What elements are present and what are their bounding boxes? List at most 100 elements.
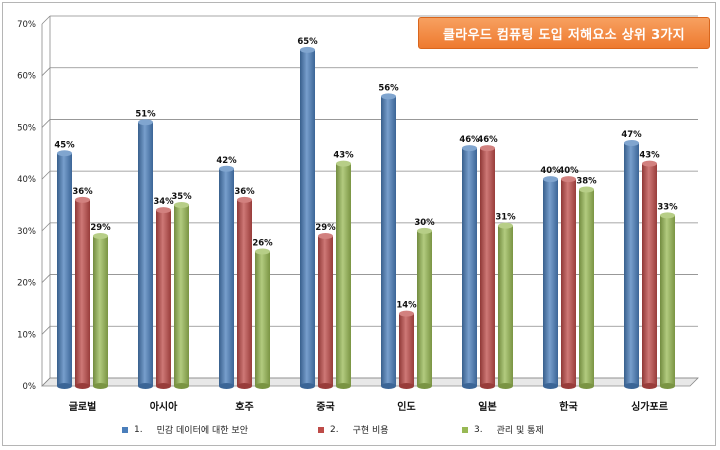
legend-item-management: 3. 관리 및 통제	[462, 423, 544, 436]
bar-top	[174, 202, 189, 208]
data-label: 46%	[459, 135, 480, 145]
x-tick-label: 한국	[559, 401, 577, 413]
bar-body	[300, 49, 315, 386]
label-layer: 0% 10% 20% 30% 40% 50% 60% 70% 글로벌 45% 36% 29% 아시아 51…	[17, 20, 678, 413]
data-label: 26%	[252, 239, 273, 249]
bar-base	[399, 383, 414, 389]
bar-security	[300, 46, 315, 389]
legend-swatch	[462, 426, 468, 433]
bar-base	[93, 383, 108, 389]
bar-base	[219, 383, 234, 389]
bar-top	[579, 186, 594, 193]
bar-base	[480, 383, 495, 389]
gridline-diagonal	[41, 119, 51, 128]
bar-cost	[75, 196, 90, 389]
data-label: 34%	[153, 197, 174, 207]
bar-top	[543, 176, 558, 183]
data-label: 31%	[495, 213, 516, 223]
bar-body	[543, 179, 558, 386]
bar-top	[381, 93, 396, 100]
y-tick-label: 40%	[17, 175, 36, 185]
bar-security	[57, 150, 72, 389]
legend-number: 1.	[134, 424, 143, 435]
bar-body	[93, 236, 108, 386]
bar-body	[138, 122, 153, 386]
bar-top	[480, 145, 495, 152]
bar-management	[93, 233, 108, 389]
bar-top	[624, 139, 639, 146]
gridline-diagonal	[41, 67, 51, 76]
data-label: 51%	[135, 109, 156, 119]
bar-top	[138, 119, 153, 126]
bar-body	[579, 189, 594, 386]
y-tick-label: 60%	[17, 72, 36, 82]
legend-number: 2.	[330, 424, 339, 435]
bar-cost	[156, 207, 171, 389]
bar-security	[381, 93, 396, 389]
data-label: 43%	[333, 151, 354, 161]
data-label: 29%	[315, 223, 336, 233]
gridline-diagonal	[41, 326, 51, 335]
bar-body	[624, 142, 639, 386]
bar-body	[399, 313, 414, 386]
bar-base	[57, 383, 72, 389]
data-label: 40%	[558, 166, 579, 176]
bar-body	[57, 153, 72, 386]
bar-cost	[237, 196, 252, 389]
legend-item-cost: 2. 구현 비용	[318, 423, 389, 436]
bar-base	[417, 383, 432, 389]
bar-body	[174, 205, 189, 386]
legend-label: 민감 데이터에 대한 보안	[156, 426, 248, 436]
data-label: 30%	[414, 218, 435, 228]
bar-top	[255, 248, 270, 255]
bar-top	[237, 196, 252, 203]
bar-body	[237, 199, 252, 386]
legend-item-security: 1. 민감 데이터에 대한 보안	[122, 423, 248, 436]
x-tick-label: 글로벌	[69, 400, 97, 413]
bar-base	[138, 383, 153, 389]
bar-top	[93, 233, 108, 240]
bar-top	[57, 150, 72, 157]
gridline-diagonal	[41, 15, 51, 25]
bar-cost	[642, 160, 657, 389]
bar-cost	[480, 145, 495, 389]
bar-base	[660, 383, 675, 389]
bar-top	[318, 233, 333, 240]
bar-cost	[399, 310, 414, 389]
bar-security	[219, 165, 234, 389]
bar-security	[624, 139, 639, 389]
bar-management	[336, 160, 351, 389]
bar-security	[138, 119, 153, 389]
bar-base	[498, 383, 513, 389]
y-tick-label: 20%	[17, 279, 36, 289]
data-label: 43%	[639, 151, 660, 161]
x-tick-label: 아시아	[150, 400, 178, 413]
bar-base	[642, 383, 657, 389]
bar-base	[336, 383, 351, 389]
bar-management	[498, 222, 513, 389]
bar-base	[462, 383, 477, 389]
bar-base	[75, 383, 90, 389]
bar-top	[75, 196, 90, 203]
y-tick-label: 70%	[17, 20, 36, 30]
bar-base	[318, 383, 333, 389]
bar-body	[318, 236, 333, 386]
data-label: 40%	[540, 166, 561, 176]
gridline-diagonal	[41, 170, 51, 180]
gridline-diagonal	[41, 274, 51, 283]
bar-top	[642, 160, 657, 167]
bar-body	[642, 163, 657, 386]
bar-base	[300, 383, 315, 389]
x-tick-label: 일본	[478, 400, 496, 413]
bar-top	[498, 222, 513, 229]
data-label: 56%	[378, 83, 399, 93]
chart-title: 클라우드 컴퓨팅 도입 저해요소 상위 3가지	[418, 17, 710, 49]
legend-number: 3.	[474, 424, 483, 435]
bar-top	[300, 46, 315, 53]
bar-top	[219, 165, 234, 172]
bar-top	[561, 176, 576, 183]
data-label: 45%	[54, 140, 75, 150]
legend-label: 구현 비용	[352, 426, 389, 436]
bar-base	[561, 383, 576, 389]
